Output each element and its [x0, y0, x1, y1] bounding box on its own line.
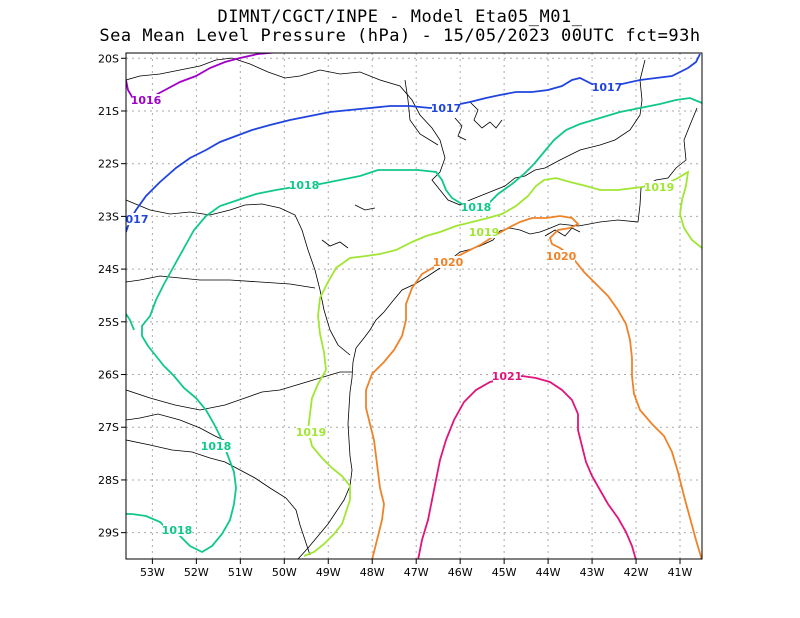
- x-tick-label: 48W: [360, 566, 385, 579]
- contour-label-bg: [290, 179, 318, 191]
- y-tick-label: 23S: [98, 210, 119, 223]
- chart-title-line2: Sea Mean Level Pressure (hPa) - 15/05/20…: [99, 26, 701, 46]
- contour-label-bg: [547, 250, 575, 262]
- contour-label-bg: [462, 201, 490, 213]
- contour-label-bg: [432, 102, 460, 114]
- x-tick-label: 46W: [448, 566, 473, 579]
- axis-ticks: 53W 52W 51W 50W 49W 48W 47W 46W 45W 44W 43W 42W 41W 2…: [98, 52, 693, 579]
- coastline-borders: [126, 57, 698, 559]
- contour-label: 1020: [546, 250, 577, 263]
- contour-label-bg: [493, 370, 521, 382]
- contour-label: 017: [126, 213, 149, 226]
- contour-label: 1021: [492, 370, 523, 383]
- x-tick-label: 51W: [228, 566, 253, 579]
- y-tick-label: 28S: [98, 474, 119, 487]
- isobar-1020: [365, 215, 702, 559]
- contour-label: 1018: [201, 440, 232, 453]
- lat-lon-grid: [126, 53, 702, 559]
- contour-label: 1018: [289, 179, 320, 192]
- contour-label: 1018: [162, 524, 193, 537]
- contour-label-bg: [645, 181, 673, 193]
- y-tick-label: 22S: [98, 158, 119, 171]
- contour-label-bg: [593, 81, 621, 93]
- x-tick-label: 49W: [316, 566, 341, 579]
- x-tick-label: 45W: [492, 566, 517, 579]
- pressure-contours: [126, 53, 702, 559]
- contour-label-bg: [123, 213, 151, 225]
- x-tick-label: 47W: [404, 566, 429, 579]
- contour-label: 1020: [433, 256, 464, 269]
- contour-label: 1019: [644, 181, 675, 194]
- x-tick-label: 44W: [536, 566, 561, 579]
- contour-label: 1019: [296, 426, 327, 439]
- y-tick-label: 26S: [98, 369, 119, 382]
- contour-label: 1019: [469, 226, 500, 239]
- x-tick-label: 42W: [624, 566, 649, 579]
- y-tick-label: 25S: [98, 316, 119, 329]
- x-tick-label: 53W: [140, 566, 165, 579]
- map-frame: [125, 52, 703, 560]
- contour-label-bg: [434, 256, 462, 268]
- x-tick-label: 43W: [580, 566, 605, 579]
- contour-label: 1017: [592, 81, 623, 94]
- isobar-1018: [126, 97, 702, 554]
- y-tick-label: 24S: [98, 263, 119, 276]
- isobar-1021: [417, 375, 637, 559]
- y-tick-label: 21S: [98, 105, 119, 118]
- contour-labels: 1016 1017 1017 017 1018 1018 1018 1018 1019 1019 1…: [123, 81, 674, 537]
- isobar-1018-west: [126, 313, 135, 331]
- contour-label-bg: [132, 94, 160, 106]
- x-tick-label: 52W: [184, 566, 209, 579]
- isobar-1016: [126, 53, 279, 101]
- y-tick-label: 20S: [98, 52, 119, 65]
- contour-label-bg: [202, 440, 230, 452]
- contour-label: 1016: [131, 94, 162, 107]
- chart-title-line1: DIMNT/CGCT/INPE - Model Eta05_M01_: [217, 7, 583, 27]
- x-tick-label: 41W: [668, 566, 693, 579]
- contour-label-bg: [470, 226, 498, 238]
- y-tick-label: 27S: [98, 421, 119, 434]
- contour-label: 1017: [431, 102, 462, 115]
- isobar-1019: [303, 170, 702, 557]
- x-tick-label: 50W: [272, 566, 297, 579]
- contour-label: 1018: [461, 201, 492, 214]
- contour-label-bg: [297, 426, 325, 438]
- contour-label-bg: [163, 524, 191, 536]
- y-tick-label: 29S: [98, 527, 119, 540]
